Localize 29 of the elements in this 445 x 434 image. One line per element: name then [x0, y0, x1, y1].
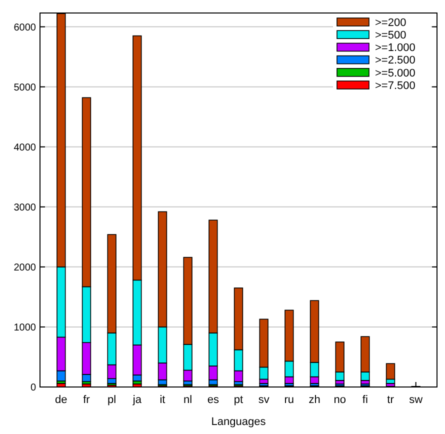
x-axis-title: Languages [211, 416, 266, 428]
legend-label: >=5.000 [375, 67, 416, 80]
x-tick-label: fi [362, 394, 368, 406]
x-tick-label: sv [258, 394, 270, 406]
legend-label: >=200 [375, 16, 406, 29]
y-tick-label: 5000 [14, 82, 36, 94]
x-tick-label: pt [234, 394, 244, 406]
x-tick-label: it [160, 394, 166, 406]
x-tick-label: tr [387, 394, 394, 406]
y-tick-label: 2000 [14, 262, 36, 274]
legend-label: >=2.500 [375, 54, 416, 67]
x-tick-label: no [334, 394, 346, 406]
x-tick-label: nl [184, 394, 192, 406]
x-tick-label: pl [108, 394, 116, 406]
x-tick-label: ja [132, 394, 142, 406]
x-tick-label: de [55, 394, 68, 406]
legend-label: >=500 [375, 29, 406, 42]
y-tick-label: 1000 [14, 322, 36, 334]
legend-label: >=7.500 [375, 80, 416, 92]
legend-label: >=1.000 [375, 42, 416, 54]
x-tick-label: ru [284, 394, 294, 406]
x-tick-label: fr [83, 394, 90, 406]
y-tick-label: 0 [30, 382, 36, 394]
y-tick-label: 3000 [14, 202, 36, 214]
x-tick-label: zh [308, 394, 320, 406]
y-tick-label: 4000 [14, 142, 36, 154]
y-tick-label: 6000 [14, 22, 36, 34]
x-tick-label: sw [409, 394, 423, 406]
x-tick-label: es [207, 394, 220, 406]
